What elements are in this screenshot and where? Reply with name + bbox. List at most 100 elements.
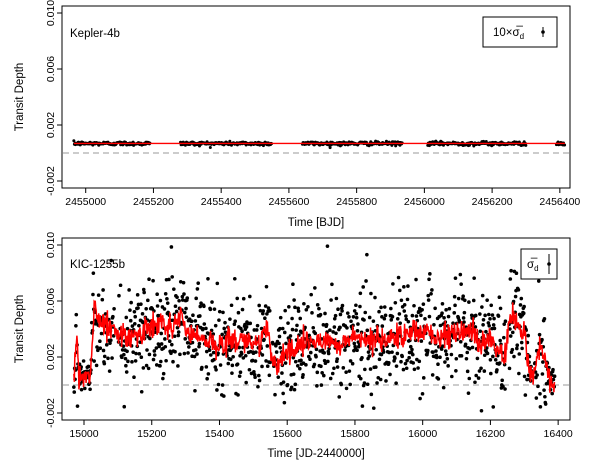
legend-box <box>520 248 558 280</box>
data-point <box>430 373 435 377</box>
x-tick-label: 2455200 <box>133 196 174 208</box>
data-point <box>222 394 226 398</box>
x-tick-label: 2456400 <box>539 196 580 208</box>
data-point <box>335 357 340 361</box>
data-point <box>403 361 408 366</box>
data-point <box>238 370 243 375</box>
data-point <box>293 382 298 387</box>
data-point <box>434 349 438 353</box>
data-point <box>551 377 556 382</box>
data-point <box>147 352 152 357</box>
data-point <box>180 298 185 302</box>
data-point <box>410 313 415 318</box>
data-point <box>255 323 260 328</box>
data-point <box>402 309 407 313</box>
data-point <box>515 346 519 351</box>
data-point <box>208 307 213 312</box>
x-tick-label: 2455600 <box>268 196 309 208</box>
data-point <box>139 389 144 394</box>
data-point <box>444 308 448 312</box>
data-point <box>280 326 285 331</box>
data-point <box>474 373 478 378</box>
data-point <box>449 352 454 357</box>
data-point <box>152 353 157 357</box>
data-point <box>354 311 359 316</box>
data-point <box>298 366 302 371</box>
data-point <box>183 337 188 341</box>
data-point <box>96 293 101 297</box>
data-point <box>317 306 321 311</box>
data-point <box>509 268 513 273</box>
panel-kepler-4b: 2455000 2455200 2455400 2455600 2455800 24560… <box>14 0 580 229</box>
data-point <box>176 330 181 334</box>
data-point <box>479 366 483 371</box>
data-point <box>485 298 489 302</box>
data-point <box>158 298 163 303</box>
data-point <box>110 356 114 360</box>
data-point <box>174 309 179 314</box>
data-point <box>291 355 296 360</box>
data-point <box>380 315 384 319</box>
data-point <box>482 369 487 373</box>
data-point <box>381 350 386 354</box>
data-point <box>163 337 167 341</box>
data-point <box>476 376 481 380</box>
data-point <box>86 364 91 369</box>
data-point <box>473 325 478 329</box>
x-axis-ticks: 2455000 2455200 2455400 2455600 2455800 24560… <box>65 188 580 208</box>
data-point <box>469 313 474 318</box>
data-point <box>399 298 404 303</box>
data-point <box>193 348 198 352</box>
data-point <box>91 271 96 275</box>
data-point <box>122 352 126 357</box>
x-axis-label: Time [JD-2440000] <box>267 448 364 460</box>
data-point <box>444 352 449 357</box>
x-tick-label: 15000 <box>69 428 98 440</box>
data-point <box>399 359 403 364</box>
data-point <box>278 326 282 331</box>
data-point <box>543 394 547 399</box>
data-point <box>193 388 197 393</box>
y-tick-label: 0.002 <box>45 112 57 138</box>
data-point <box>394 381 398 385</box>
data-point <box>127 288 131 292</box>
data-point <box>390 314 395 319</box>
data-point <box>309 292 313 297</box>
x-tick-label: 2456000 <box>404 196 445 208</box>
data-point <box>417 359 422 364</box>
data-point <box>543 402 548 406</box>
x-tick-label: 2456200 <box>472 196 513 208</box>
panel-kic-1255b: 15000 15200 15400 15600 15800 16000 16200 16400… <box>14 232 573 460</box>
data-point <box>345 311 350 315</box>
data-point <box>406 284 410 288</box>
data-point <box>256 373 261 378</box>
data-point <box>395 317 400 321</box>
data-point <box>480 293 485 298</box>
data-point <box>538 405 543 409</box>
data-point <box>178 352 182 357</box>
data-point <box>161 371 166 376</box>
data-point <box>364 279 368 283</box>
data-point <box>308 357 312 362</box>
data-point <box>94 363 99 368</box>
data-point <box>563 143 567 147</box>
data-point <box>421 376 426 380</box>
data-point <box>405 358 409 363</box>
x-tick-label: 2455400 <box>201 196 242 208</box>
plot-frame <box>61 237 571 421</box>
data-point <box>98 346 103 351</box>
y-tick-label: -0.002 <box>45 398 57 428</box>
data-point <box>441 344 445 348</box>
data-point <box>395 351 400 356</box>
data-point <box>537 332 542 337</box>
data-point <box>244 380 248 385</box>
data-point <box>540 337 544 342</box>
data-point <box>240 307 245 312</box>
data-point <box>81 359 86 363</box>
data-point <box>446 364 450 368</box>
data-point <box>212 357 216 362</box>
data-point <box>514 271 519 276</box>
data-point <box>111 314 115 319</box>
data-point <box>130 360 134 364</box>
data-point <box>294 328 298 332</box>
